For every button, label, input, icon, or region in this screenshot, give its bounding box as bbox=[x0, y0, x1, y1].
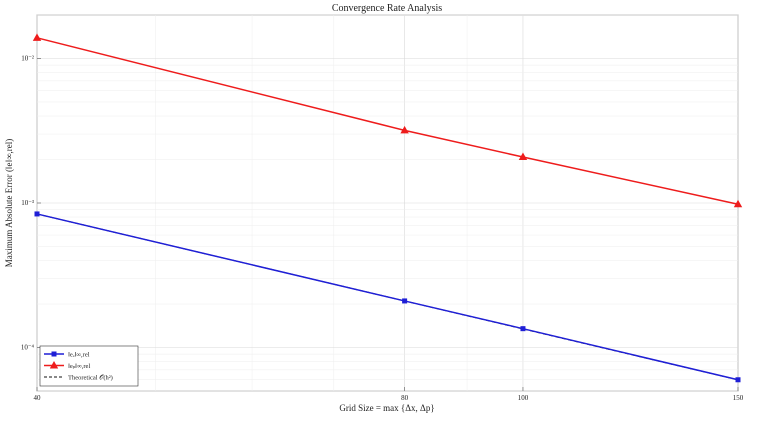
x-tick-label: 80 bbox=[401, 394, 409, 402]
grid-lines bbox=[36, 14, 739, 392]
y-axis-title: Maximum Absolute Error (‖e‖∞,rel) bbox=[4, 139, 14, 267]
data-point-square bbox=[34, 211, 40, 217]
y-tick-label: 10⁻⁴ bbox=[21, 344, 35, 352]
legend-label: ‖eₓ‖∞,rel bbox=[68, 351, 90, 358]
data-point-square bbox=[735, 377, 741, 383]
x-tick-label: 100 bbox=[518, 394, 529, 402]
chart-title: Convergence Rate Analysis bbox=[332, 3, 442, 14]
series-markers bbox=[32, 33, 743, 383]
x-tick-label: 150 bbox=[733, 394, 744, 402]
legend-label: Theoretical 𝒪(h²) bbox=[68, 374, 113, 381]
y-tick-label: 10⁻² bbox=[21, 54, 34, 62]
x-tick-label: 40 bbox=[34, 394, 42, 402]
series-lines bbox=[36, 37, 739, 381]
legend: ‖eₓ‖∞,rel ‖eₚ‖∞,rel Theoretical 𝒪(h²) bbox=[39, 345, 139, 387]
legend-marker-triangle bbox=[49, 361, 59, 369]
data-point-triangle bbox=[733, 199, 743, 208]
data-point-triangle bbox=[32, 33, 42, 41]
data-point-square bbox=[520, 326, 526, 332]
data-point-triangle bbox=[400, 125, 409, 134]
series-line-2 bbox=[36, 37, 739, 206]
y-tick-label: 10⁻³ bbox=[21, 199, 34, 207]
y-ticks: 10⁻² 10⁻³ 10⁻⁴ bbox=[21, 54, 41, 352]
data-point-square bbox=[402, 298, 408, 304]
legend-label: ‖eₚ‖∞,rel bbox=[68, 363, 90, 370]
series-line-1 bbox=[36, 213, 739, 381]
legend-items: ‖eₓ‖∞,rel ‖eₚ‖∞,rel Theoretical 𝒪(h²) bbox=[44, 351, 113, 381]
legend-marker-square bbox=[51, 351, 57, 357]
data-point-triangle bbox=[518, 152, 528, 161]
x-axis-title: Grid Size = max {Δx, Δp} bbox=[339, 403, 434, 413]
x-ticks: 40 80 100 150 bbox=[34, 387, 744, 402]
